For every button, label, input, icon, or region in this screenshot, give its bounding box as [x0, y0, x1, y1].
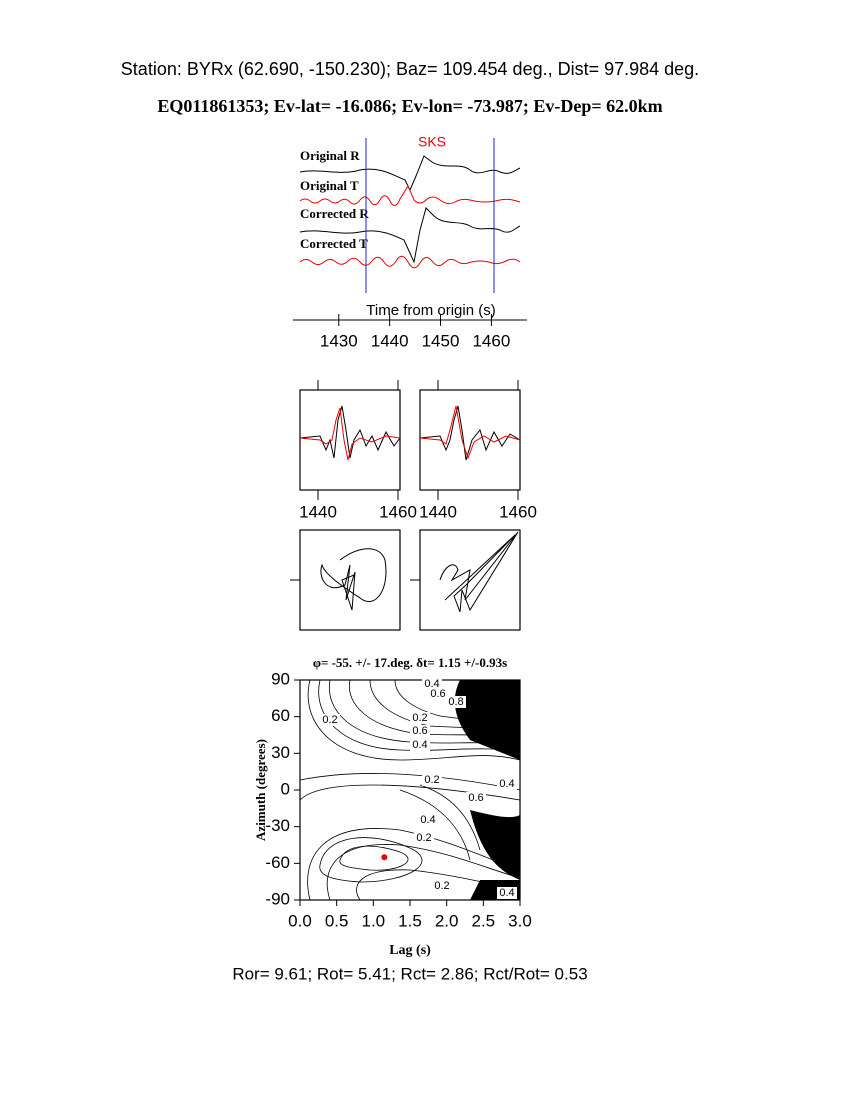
result-line: Ror= 9.61; Rot= 5.41; Rct= 2.86; Rct/Rot…: [232, 964, 587, 983]
x-tick-label: 2.5: [472, 911, 496, 930]
particle-motion: [320, 548, 387, 611]
waveform: [299, 407, 401, 461]
contour-label: 0.8: [448, 696, 463, 708]
contour-label: 0.2: [416, 832, 431, 844]
x-tick-label: 1.0: [362, 911, 386, 930]
contour-label: 0.2: [412, 712, 427, 724]
contour-label-bg: [410, 739, 430, 751]
trace-label: Corrected T: [300, 236, 368, 251]
x-tick-label: 3.0: [508, 911, 532, 930]
contour-label-bg: [410, 712, 430, 724]
contour-label-bg: [422, 678, 442, 690]
contour-label: 0.6: [412, 725, 427, 737]
contour-label-bg: [414, 832, 434, 844]
contour-label: 0.6: [430, 688, 445, 700]
contour-label: 0.4: [499, 887, 514, 899]
contour-label-bg: [466, 792, 486, 804]
trace-label: Original T: [300, 178, 359, 193]
contour-label: 0.4: [420, 814, 435, 826]
x-tick-label: 1460: [499, 502, 537, 521]
particle-motion-panel: [299, 529, 401, 631]
x-tick-label: 2.0: [435, 911, 459, 930]
y-tick-label: -30: [265, 816, 290, 835]
y-tick-label: -60: [265, 853, 290, 872]
contour-label-bg: [497, 887, 517, 899]
contour-label-bg: [422, 774, 442, 786]
x-tick-label: 1440: [419, 502, 457, 521]
trace: [299, 207, 521, 264]
contours: [299, 679, 521, 901]
x-tick-label: 0.5: [325, 911, 349, 930]
x-tick-label: 1.5: [398, 911, 422, 930]
phase-label: SKS: [418, 134, 446, 150]
trace-label: Original R: [300, 148, 360, 163]
x-tick-label: 1430: [320, 331, 358, 350]
y-axis-label: Azimuth (degrees): [253, 739, 268, 841]
trace-label: Corrected R: [300, 206, 369, 221]
y-tick-label: 30: [271, 743, 290, 762]
x-axis-label: Time from origin (s): [366, 302, 495, 319]
x-axis-label: Lag (s): [389, 943, 431, 958]
y-tick-label: 90: [271, 669, 290, 688]
y-tick-label: 0: [281, 779, 290, 798]
contour-label-bg: [432, 880, 452, 892]
x-tick-label: 1440: [371, 331, 409, 350]
contour-label-bg: [497, 778, 517, 790]
traces: [299, 155, 521, 269]
trace: [299, 255, 521, 269]
contour-label-bg: [410, 725, 430, 737]
y-tick-label: -90: [265, 889, 290, 908]
contour-label-bg: [428, 688, 448, 700]
best-fit: [381, 854, 388, 861]
particle-motion: [439, 531, 519, 613]
x-tick-label: 1440: [299, 502, 337, 521]
station-line: Station: BYRx (62.690, -150.230); Baz= 1…: [121, 59, 699, 79]
y-tick-label: 60: [271, 706, 290, 725]
contour-label: 0.2: [434, 880, 449, 892]
event-line: EQ011861353; Ev-lat= -16.086; Ev-lon= -7…: [157, 96, 662, 116]
contour-label: 0.2: [322, 714, 337, 726]
contour-label-bg: [418, 814, 438, 826]
contour-label: 0.2: [424, 774, 439, 786]
contour-label: 0.6: [468, 792, 483, 804]
contour-label: 0.4: [424, 678, 439, 690]
grid-search-title: φ= -55. +/- 17.deg. δt= 1.15 +/-0.93s: [313, 655, 507, 670]
contour-label: 0.4: [499, 778, 514, 790]
x-tick-label: 1460: [472, 331, 510, 350]
x-tick-label: 0.0: [288, 911, 312, 930]
contour-label-bg: [446, 696, 466, 708]
waveform: [419, 405, 521, 461]
panel: [299, 389, 401, 491]
x-tick-label: 1460: [379, 502, 417, 521]
contour-label: 0.4: [412, 739, 427, 751]
waveform: [299, 405, 401, 459]
x-tick-label: 1450: [422, 331, 460, 350]
contour-label-bg: [320, 714, 340, 726]
waveform: [419, 405, 521, 460]
trace: [299, 155, 521, 192]
trace: [299, 184, 521, 206]
